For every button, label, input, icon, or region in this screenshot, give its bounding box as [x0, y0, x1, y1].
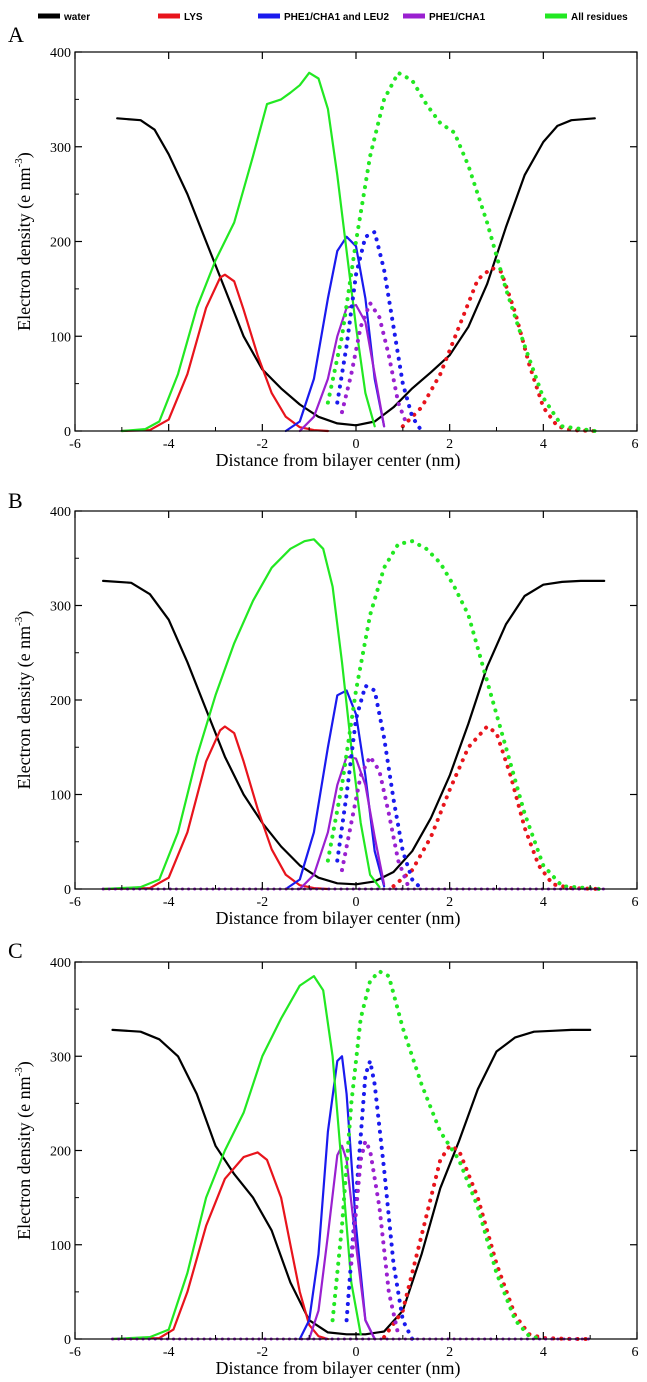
series-line-all-residues-solid [111, 974, 362, 1341]
x-tick-label: -6 [69, 437, 81, 452]
panel-C: C -6 -4 -2 0 2 4 6 0 100 200 300 400 Distance from bi… [8, 938, 639, 1379]
series-line-phe1-cha1-dotted [340, 301, 410, 429]
x-tick-label: 4 [540, 895, 547, 910]
y-tick-label: 400 [50, 46, 71, 61]
series-line-lys-dotted [391, 724, 602, 891]
y-tick-label: 100 [50, 1239, 71, 1254]
series-group [116, 70, 597, 433]
y-axis-title-end: ) [14, 152, 35, 158]
x-tick-label: 0 [353, 1345, 360, 1360]
legend-label: PHE1/CHA1 and LEU2 [284, 12, 389, 23]
series-line-phe1-cha1-solid [308, 1144, 376, 1341]
y-axis-title: Electron density (e nm-3) [13, 1061, 35, 1240]
legend-item-4: All residues [545, 12, 628, 23]
series-line-lys-dotted [382, 1143, 593, 1341]
series-line-phe1-cha1-dotted [340, 754, 410, 887]
legend-label: LYS [184, 12, 203, 23]
x-tick-label: -4 [163, 1345, 175, 1360]
y-axis-title-main: Electron density (e nm [14, 626, 35, 789]
y-tick-label: 100 [50, 789, 71, 804]
y-tick-label: 200 [50, 694, 71, 709]
x-tick-label: 2 [446, 1345, 453, 1360]
x-tick-label: 6 [632, 895, 639, 910]
legend-item-2: PHE1/CHA1 and LEU2 [258, 12, 389, 23]
series-line-phe1-cha1-and-leu2-solid [298, 1055, 376, 1341]
x-tick-label: 4 [540, 1345, 547, 1360]
legend-item-0: water [38, 12, 90, 23]
series-line-all-residues-dotted [330, 969, 546, 1341]
legend-item-3: PHE1/CHA1 [403, 12, 486, 23]
x-tick-label: -4 [163, 895, 175, 910]
series-line-phe1-cha1-and-leu2-solid [284, 689, 386, 891]
y-axis-title-end: ) [14, 611, 35, 617]
x-tick-label: 6 [632, 437, 639, 452]
legend-label: water [63, 12, 90, 23]
y-tick-label: 400 [50, 956, 71, 971]
panel-letter: B [8, 488, 23, 513]
series-group [101, 538, 606, 891]
series-line-lys-solid [120, 273, 329, 433]
series-line-lys-dotted [400, 266, 597, 433]
y-tick-label: 300 [50, 141, 71, 156]
x-tick-label: 0 [353, 895, 360, 910]
series-line-lys-solid [111, 1151, 329, 1341]
x-tick-label: -4 [163, 437, 175, 452]
y-tick-label: 200 [50, 236, 71, 251]
series-line-phe1-cha1-and-leu2-dotted [335, 230, 424, 433]
y-tick-label: 100 [50, 330, 71, 345]
y-tick-label: 0 [64, 1333, 71, 1348]
y-axis-title-end: ) [14, 1061, 35, 1067]
y-axis-title: Electron density (e nm-3) [13, 152, 35, 331]
y-axis-title-sup: -3 [13, 1067, 25, 1077]
y-tick-label: 300 [50, 1050, 71, 1065]
legend-item-1: LYS [158, 12, 203, 23]
x-tick-label: 0 [353, 437, 360, 452]
series-line-lys-solid [101, 725, 329, 891]
panel-letter: A [8, 22, 24, 47]
series-group [111, 969, 593, 1341]
legend-label: PHE1/CHA1 [429, 12, 486, 23]
x-tick-label: 2 [446, 895, 453, 910]
x-tick-label: -2 [256, 437, 268, 452]
x-tick-label: -6 [69, 895, 81, 910]
series-line-phe1-cha1-dotted [349, 1139, 401, 1337]
series-line-phe1-cha1-and-leu2-solid [284, 235, 386, 433]
panel-B: B -6 -4 -2 0 2 4 6 0 100 200 300 400 Distance from bi… [8, 488, 639, 929]
y-axis-title-main: Electron density (e nm [14, 1076, 35, 1239]
x-axis-title: Distance from bilayer center (nm) [216, 450, 461, 471]
y-axis-title-sup: -3 [13, 616, 25, 626]
x-tick-label: 4 [540, 437, 547, 452]
y-tick-label: 0 [64, 425, 71, 440]
x-tick-label: -6 [69, 1345, 81, 1360]
series-line-all-residues-dotted [325, 539, 602, 891]
series-line-water-solid [116, 117, 596, 427]
series-line-phe1-cha1-and-leu2-dotted [335, 683, 424, 891]
y-tick-label: 200 [50, 1145, 71, 1160]
y-tick-label: 300 [50, 600, 71, 615]
legend-label: All residues [571, 12, 628, 23]
y-axis-title-sup: -3 [13, 158, 25, 168]
x-tick-label: 6 [632, 1345, 639, 1360]
panel-letter: C [8, 938, 23, 963]
series-line-all-residues-dotted [325, 70, 597, 433]
x-tick-label: -2 [256, 895, 268, 910]
series-line-phe1-cha1-and-leu2-dotted [344, 1059, 415, 1341]
x-tick-label: -2 [256, 1345, 268, 1360]
y-axis-title-main: Electron density (e nm [14, 167, 35, 330]
plot-frame [74, 961, 638, 1340]
x-tick-label: 2 [446, 437, 453, 452]
panel-A: A -6 -4 -2 0 2 4 6 0 100 200 300 400 Distance from bi… [8, 22, 639, 471]
x-axis-title: Distance from bilayer center (nm) [216, 908, 461, 929]
y-tick-label: 0 [64, 883, 71, 898]
y-tick-label: 400 [50, 505, 71, 520]
x-axis-title: Distance from bilayer center (nm) [216, 1358, 461, 1379]
y-axis-title: Electron density (e nm-3) [13, 611, 35, 790]
series-line-all-residues-solid [120, 71, 376, 433]
